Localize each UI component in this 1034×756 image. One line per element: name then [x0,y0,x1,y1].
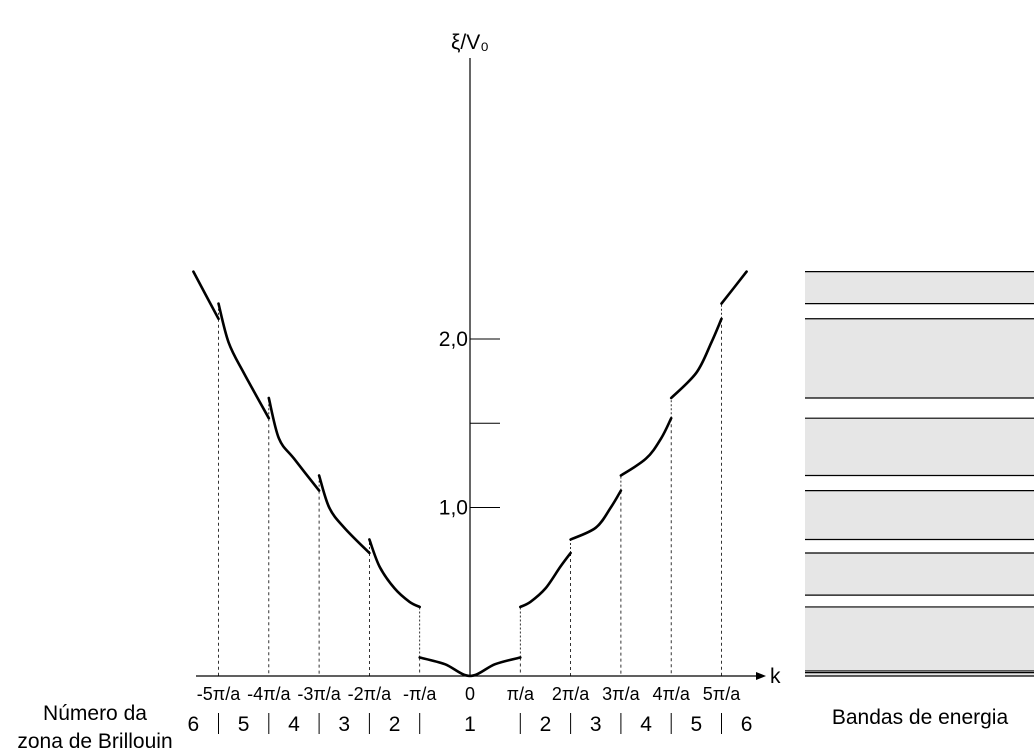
zone-title-line2: zona de Brillouin [17,730,172,753]
y-ticks: 1,0 2,0 [439,328,500,520]
energy-band [805,552,1034,596]
energy-band [805,271,1034,304]
brillouin-zone-numbers: 6 5 4 3 2 1 2 3 4 5 6 [188,713,753,736]
x-tick-label: 3π/a [602,684,640,704]
zone-number: 5 [691,713,703,736]
energy-band [805,490,1034,540]
dispersion-curve-segment [192,270,220,321]
energy-band [805,318,1034,398]
zone-number: 3 [590,713,602,736]
zone-number: 2 [389,713,401,736]
energy-bands-panel [805,271,1034,677]
zone-number: 4 [640,713,652,736]
zone-number: 5 [238,713,250,736]
y-axis-label: ξ/V₀ [451,31,489,54]
energy-band [805,606,1034,671]
x-tick-label: 2π/a [552,684,590,704]
x-tick-label: -4π/a [247,684,291,704]
x-tick-label: -3π/a [297,684,341,704]
zone-number: 6 [741,713,753,736]
x-tick-label: -2π/a [348,684,392,704]
dispersion-curve-segment [418,656,522,678]
dispersion-curve-segment [317,474,371,555]
y-tick-label: 2,0 [439,328,468,351]
x-tick-label: 5π/a [703,684,741,704]
zone-boundary-lines [218,303,722,676]
zone-title-line1: Número da [43,702,147,725]
dispersion-curve-segment [267,396,321,492]
dispersion-curve-segment [669,317,723,400]
x-tick-label: -π/a [403,684,437,704]
x-tick-label: 4π/a [652,684,690,704]
x-axis-arrowhead [756,672,766,680]
zone-number: 6 [188,713,200,736]
x-tick-labels: -5π/a -4π/a -3π/a -2π/a -π/a 0 π/a 2π/a 3π/a 4π/a… [197,684,741,704]
dispersion-curve-segment [569,489,623,541]
zone-number: 2 [540,713,552,736]
x-tick-label: -5π/a [197,684,241,704]
dispersion-curve-segment [619,416,673,477]
dispersion-curve-segment [720,270,748,305]
y-tick-label: 1,0 [439,497,468,520]
axes [196,58,766,680]
zone-number: 3 [338,713,350,736]
zone-number: 1 [464,713,476,736]
dispersion-curve-segment [368,538,421,609]
x-tick-label: π/a [507,684,535,704]
energy-band [805,418,1034,476]
bands-caption: Bandas de energia [832,706,1009,729]
energy-band [805,672,1034,676]
x-axis-label: k [770,665,781,688]
dispersion-curve-segment [217,302,271,420]
zone-number: 4 [288,713,300,736]
dispersion-curve-segment [519,551,572,609]
dispersion-curve [192,270,748,678]
x-tick-label: 0 [465,684,475,704]
